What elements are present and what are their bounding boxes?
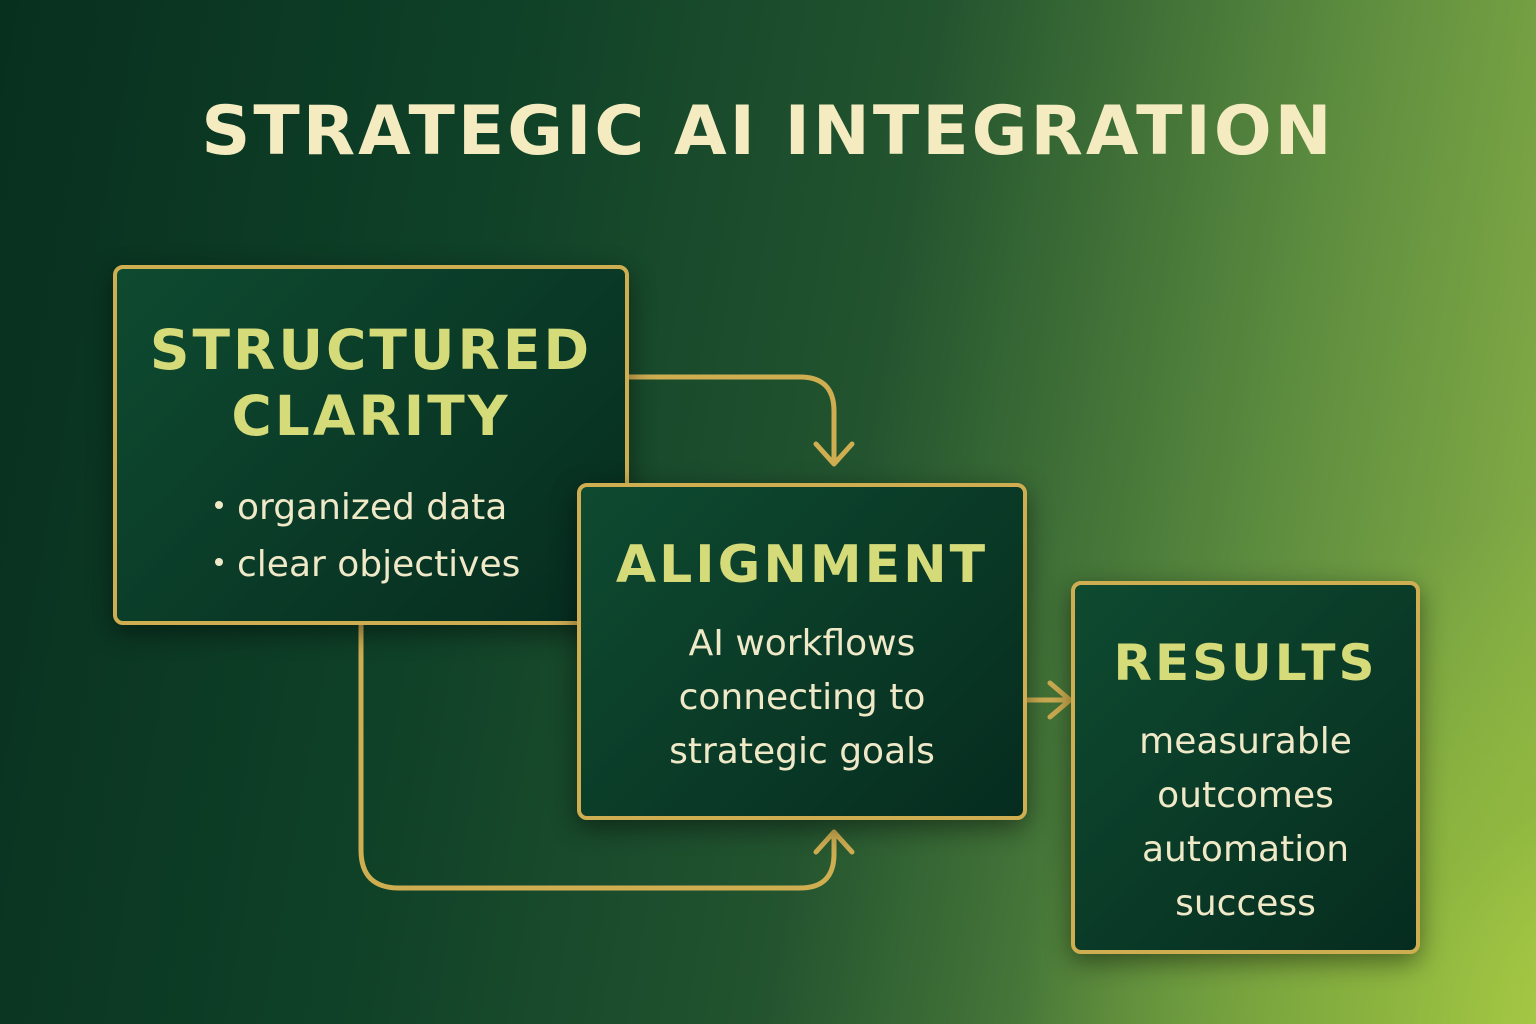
bullet-icon (215, 501, 223, 509)
results-line: automation (1141, 829, 1350, 870)
structured-title-line1: STRUCTURED (149, 318, 593, 382)
structured-bullet-list: organized data clear objectives (215, 479, 520, 593)
connector-bottom-line (358, 622, 837, 891)
connector-results-arrowhead (1047, 680, 1073, 720)
list-item: clear objectives (215, 536, 520, 593)
results-line: success (1175, 883, 1316, 924)
bullet-icon (215, 558, 223, 566)
alignment-title: ALIGNMENT (615, 535, 989, 595)
bullet-text: clear objectives (237, 544, 521, 585)
page-title: STRATEGIC AI INTEGRATION (201, 92, 1335, 171)
alignment-line: AI workflows (688, 623, 916, 664)
results-line: outcomes (1157, 775, 1334, 816)
results-box: RESULTS measurable outcomes automation s… (1071, 581, 1420, 954)
bullet-text: organized data (237, 487, 508, 528)
list-item: organized data (215, 479, 520, 536)
results-line: measurable (1139, 721, 1352, 762)
results-title: RESULTS (1113, 634, 1378, 692)
connector-bottom-arrowhead (813, 829, 855, 855)
structured-clarity-box: STRUCTURED CLARITY organized data clear … (113, 265, 629, 625)
alignment-description: AI workflows connecting to strategic goa… (581, 617, 1023, 779)
alignment-line: connecting to (678, 677, 926, 718)
structured-clarity-title: STRUCTURED CLARITY (117, 317, 625, 449)
alignment-line: strategic goals (669, 731, 935, 772)
connector-top-line (626, 374, 837, 465)
alignment-box: ALIGNMENT AI workflows connecting to str… (577, 483, 1027, 820)
connector-top-arrowhead (813, 441, 855, 467)
results-description: measurable outcomes automation success (1075, 715, 1416, 931)
structured-title-line2: CLARITY (231, 384, 511, 448)
